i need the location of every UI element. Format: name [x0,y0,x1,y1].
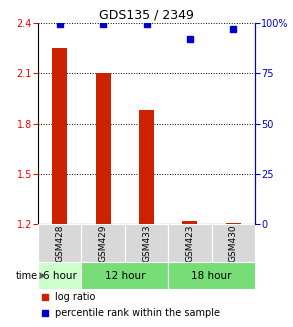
Text: percentile rank within the sample: percentile rank within the sample [55,308,220,318]
Bar [38,262,81,289]
Text: 6 hour: 6 hour [43,271,77,281]
Bar [96,73,111,224]
Text: time: time [16,271,38,281]
Bar [182,221,197,224]
Bar [81,224,125,262]
Bar [212,224,255,262]
Text: GSM423: GSM423 [185,225,194,262]
Title: GDS135 / 2349: GDS135 / 2349 [99,9,194,22]
Text: GSM430: GSM430 [229,224,238,262]
Bar [168,224,212,262]
Bar [81,262,168,289]
Bar [139,110,154,224]
Text: GSM429: GSM429 [99,225,108,262]
Text: log ratio: log ratio [55,292,96,302]
Bar [125,224,168,262]
Bar [52,48,67,224]
Text: GSM433: GSM433 [142,224,151,262]
Bar [168,262,255,289]
Bar [226,223,241,224]
Text: 12 hour: 12 hour [105,271,145,281]
Text: GSM428: GSM428 [55,225,64,262]
Bar [38,224,81,262]
Text: 18 hour: 18 hour [191,271,232,281]
